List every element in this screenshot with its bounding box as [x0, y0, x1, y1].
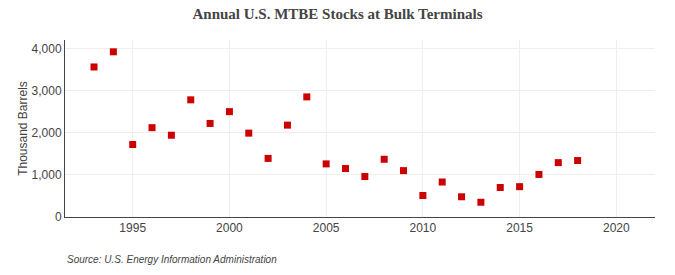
svg-text:2015: 2015	[506, 221, 533, 235]
svg-text:2,000: 2,000	[32, 126, 62, 140]
svg-text:1,000: 1,000	[32, 168, 62, 182]
svg-text:2010: 2010	[410, 221, 437, 235]
svg-text:4,000: 4,000	[32, 42, 62, 56]
svg-text:Thousand Barrels: Thousand Barrels	[16, 81, 30, 176]
svg-text:2000: 2000	[216, 221, 243, 235]
svg-text:0: 0	[55, 210, 62, 224]
svg-text:2005: 2005	[313, 221, 340, 235]
svg-text:1995: 1995	[119, 221, 146, 235]
svg-text:Source: U.S. Energy Informatio: Source: U.S. Energy Information Administ…	[67, 254, 277, 265]
svg-text:3,000: 3,000	[32, 84, 62, 98]
svg-text:2020: 2020	[603, 221, 630, 235]
svg-text:Annual U.S. MTBE Stocks at Bul: Annual U.S. MTBE Stocks at Bulk Terminal…	[192, 6, 482, 22]
